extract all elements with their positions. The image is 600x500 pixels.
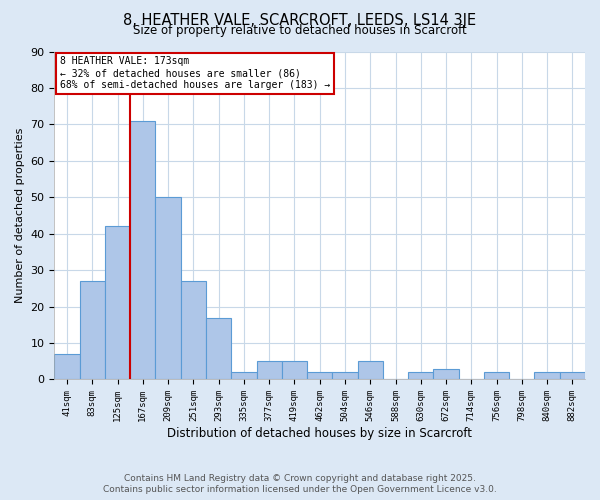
- Bar: [307, 372, 332, 380]
- Bar: [358, 362, 383, 380]
- Bar: [535, 372, 560, 380]
- Bar: [231, 372, 257, 380]
- Text: Size of property relative to detached houses in Scarcroft: Size of property relative to detached ho…: [133, 24, 467, 37]
- Bar: [181, 281, 206, 380]
- Bar: [155, 198, 181, 380]
- Bar: [433, 368, 458, 380]
- Bar: [130, 120, 155, 380]
- Bar: [80, 281, 105, 380]
- Bar: [560, 372, 585, 380]
- Bar: [257, 362, 282, 380]
- Text: 8, HEATHER VALE, SCARCROFT, LEEDS, LS14 3JE: 8, HEATHER VALE, SCARCROFT, LEEDS, LS14 …: [124, 12, 476, 28]
- Bar: [408, 372, 433, 380]
- Bar: [282, 362, 307, 380]
- X-axis label: Distribution of detached houses by size in Scarcroft: Distribution of detached houses by size …: [167, 427, 472, 440]
- Bar: [206, 318, 231, 380]
- Bar: [484, 372, 509, 380]
- Bar: [105, 226, 130, 380]
- Y-axis label: Number of detached properties: Number of detached properties: [15, 128, 25, 303]
- Text: Contains HM Land Registry data © Crown copyright and database right 2025.
Contai: Contains HM Land Registry data © Crown c…: [103, 474, 497, 494]
- Bar: [332, 372, 358, 380]
- Bar: [55, 354, 80, 380]
- Text: 8 HEATHER VALE: 173sqm
← 32% of detached houses are smaller (86)
68% of semi-det: 8 HEATHER VALE: 173sqm ← 32% of detached…: [60, 56, 330, 90]
